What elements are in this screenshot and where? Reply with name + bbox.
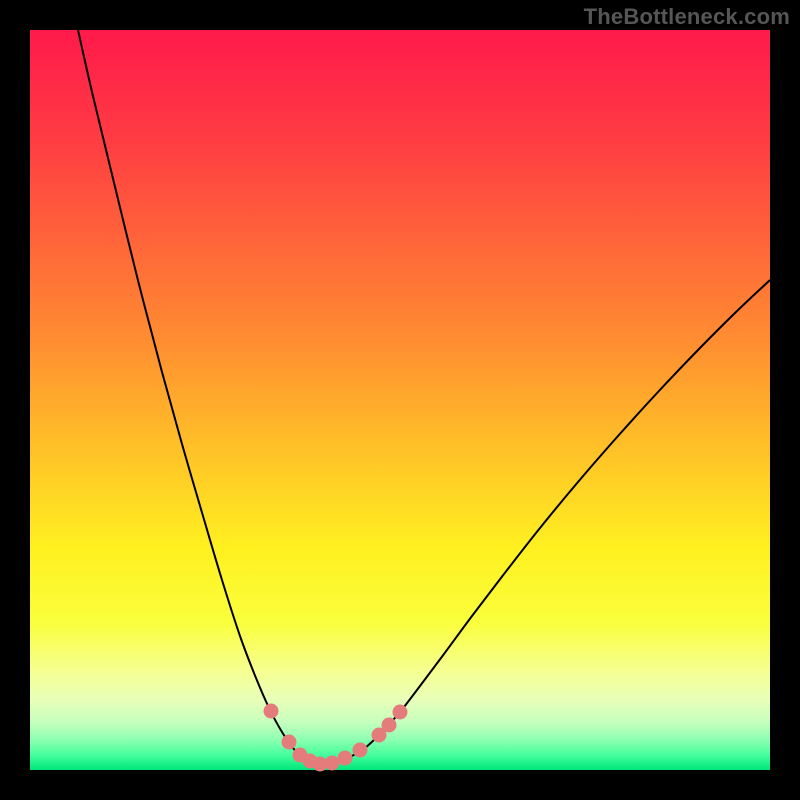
curve-marker [338,751,353,766]
curve-marker [382,718,397,733]
curve-marker [282,735,297,750]
plot-background [30,30,770,770]
curve-marker [325,756,340,771]
curve-marker [353,743,368,758]
chart-svg [0,0,800,800]
curve-marker [264,704,279,719]
curve-marker [393,705,408,720]
watermark-text: TheBottleneck.com [584,4,790,30]
chart-canvas: TheBottleneck.com [0,0,800,800]
